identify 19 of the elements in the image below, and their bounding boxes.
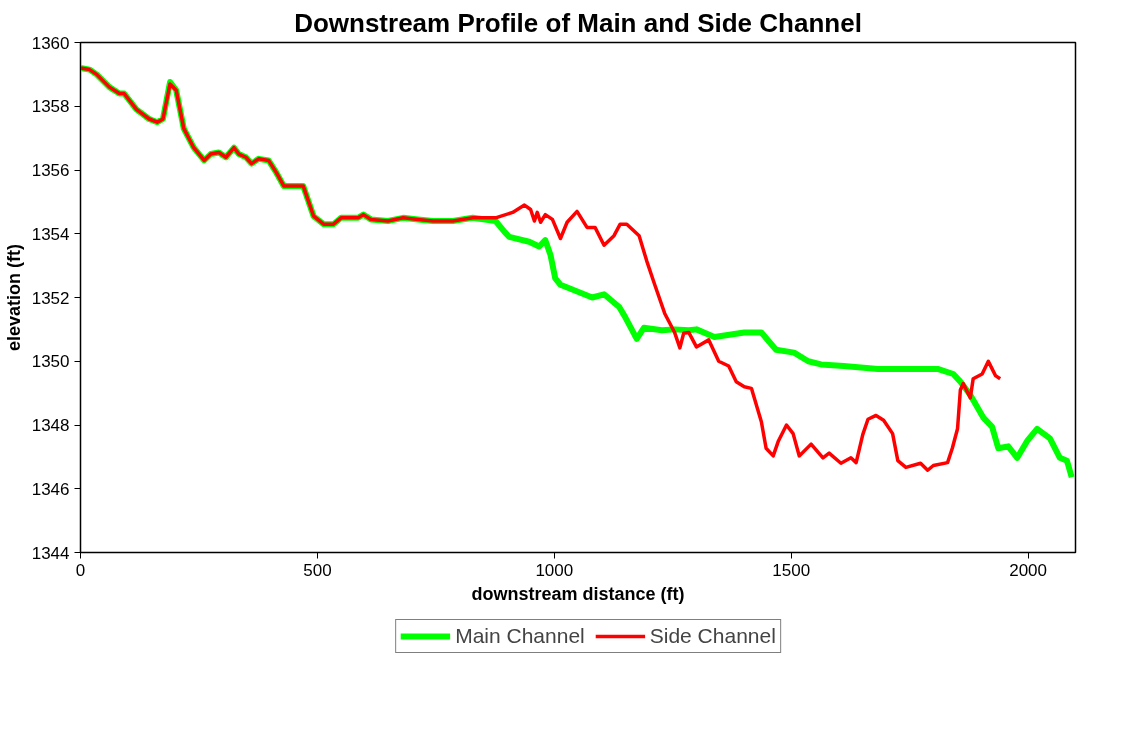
x-tick-label: 1000 [535, 560, 574, 580]
y-axis-title: elevation (ft) [3, 243, 24, 351]
y-tick-label: 1352 [31, 288, 70, 308]
x-tick-label: 500 [303, 560, 332, 580]
y-tick-label: 1348 [31, 416, 70, 435]
x-tick-label: 1500 [772, 560, 811, 580]
y-tick-label: 1360 [31, 33, 70, 53]
x-tick-label: 2000 [1009, 560, 1048, 580]
y-tick-label: 1346 [31, 479, 70, 499]
x-axis-title: downstream distance (ft) [471, 583, 685, 604]
y-tick-label: 1344 [31, 543, 70, 563]
chart-title: Downstream Profile of Main and Side Channel [294, 7, 862, 38]
y-tick-label: 1356 [31, 161, 70, 180]
x-tick-label: 0 [75, 560, 86, 580]
y-tick-label: 1358 [31, 97, 70, 117]
y-tick-label: 1354 [31, 224, 70, 244]
legend-label: Side Channel [649, 624, 776, 648]
y-tick-label: 1350 [31, 352, 70, 372]
legend-label: Main Channel [455, 624, 585, 648]
